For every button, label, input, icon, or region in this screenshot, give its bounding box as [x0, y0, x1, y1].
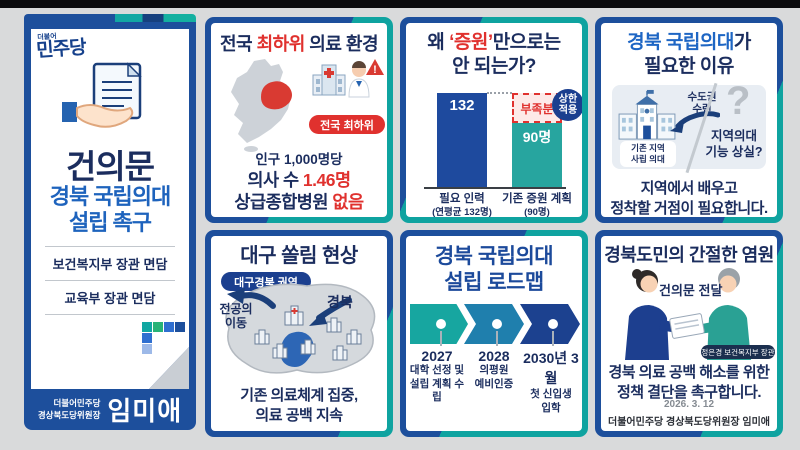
card4-message: 기존 의료체계 집중, 의료 공백 지속 [240, 387, 358, 424]
minister-badge: 정은경 보건복지부 장관 [701, 345, 775, 359]
worst-badge: 전국 최하위 [309, 115, 385, 134]
xlabel-needed: 필요 인력 (연평균 132명) [432, 193, 492, 217]
card6-title: 경북도민의 간절한 염원 [604, 245, 774, 265]
gap-dotted-line [487, 92, 512, 94]
pixel-square [164, 322, 174, 332]
pixel-square [175, 322, 185, 332]
card-roadmap: 경북 국립의대 설립 로드맵 2027 대학 선정 및 설립 계획 수립 2028 [400, 230, 588, 437]
document-hand-icon [62, 62, 142, 128]
card4-title: 대구 쏠림 현상 [240, 245, 358, 267]
left-panel: 더불어 민주당 건의문 경북 국립의대 설립 촉구 보건복지부 장관 면담 교육… [24, 22, 196, 430]
card5-title: 경북 국립의대 설립 로드맵 [434, 245, 554, 295]
petition-subtitle: 경북 국립의대 설립 촉구 [24, 184, 196, 237]
diagram-box: 기존 지역 사립 의대 수도권 수련 ? 지역의대 기능 상실? [612, 79, 766, 174]
divider [45, 314, 175, 315]
meeting-item-health: 보건복지부 장관 면담 [52, 257, 168, 272]
panel-top-strip [24, 14, 196, 23]
card-expansion-chart: 왜 ‘증원’만으로는 안 되는가? 132 부족분 90명 상한 적용 필요 인… [400, 17, 588, 223]
card-why-needed: 경북 국립의대가 필요한 이유 [595, 17, 783, 223]
roadmap-step-3: 2030년 3월 첫 신입생 입학 [523, 350, 579, 414]
card1-title: 전국 최하위 의료 환경 [219, 34, 379, 54]
curved-arrow-icon [670, 111, 720, 133]
card3-message: 지역에서 배우고 정착할 거점이 필요합니다. [610, 180, 768, 217]
petition-title: 건의문 [65, 148, 155, 185]
card1-stats: 인구 1,000명당 의사 수 1.46명 상급종합병원 없음 [234, 152, 364, 213]
date-label: 2026. 3. 12 [663, 399, 715, 410]
question-mark-icon: ? [726, 79, 751, 123]
top-black-bar [0, 0, 800, 8]
card3-title: 경북 국립의대가 필요한 이유 [627, 32, 751, 77]
panel-footer: 더불어민주당 경상북도당위원장 임미애 [24, 391, 196, 428]
handover-label: 건의문 전달 [659, 283, 723, 298]
pixel-square [142, 322, 152, 332]
credit-label: 더불어민주당 경상북도당위원장 임미애 [608, 417, 770, 428]
pixel-square [142, 344, 152, 354]
meeting-list: 보건복지부 장관 면담 교육부 장관 면담 [45, 246, 175, 315]
roadmap-step-2: 2028 의평원 예비인증 [474, 348, 514, 390]
divider [45, 280, 175, 281]
pixel-square [142, 333, 152, 343]
gyeongbuk-map-icon [225, 283, 376, 374]
card2-title: 왜 ‘증원’만으로는 안 되는가? [427, 32, 561, 77]
bar-needed: 132 [437, 93, 487, 187]
function-loss-label: 지역의대 기능 상실? [705, 129, 763, 159]
hospital-doctor-warning-icon: ! [312, 59, 384, 98]
bar-planned: 90명 [512, 123, 562, 187]
gyeongbuk-label: 경북 [327, 294, 353, 310]
party-logo-big: 민주당 [35, 37, 87, 62]
party-logo: 더불어 민주당 [35, 31, 87, 62]
xlabel-planned: 기존 증원 계획 (90명) [502, 193, 572, 217]
card-medical-environment: 전국 최하위 의료 환경 ! 전국 최하위 [205, 17, 393, 223]
card-daegu-concentration: 대구 쏠림 현상 대구경북 권역 [205, 230, 393, 437]
petition-subtitle-line2: 설립 촉구 [68, 210, 152, 236]
divider [45, 246, 175, 247]
petition-subtitle-line1: 경북 국립의대 [49, 184, 172, 209]
svg-text:!: ! [373, 64, 377, 76]
footer-org: 더불어민주당 경상북도당위원장 [37, 398, 101, 420]
meeting-item-education: 교육부 장관 면담 [64, 291, 156, 306]
pixel-square [153, 322, 163, 332]
chairperson-name: 임미애 [107, 396, 183, 426]
school-label: 기존 지역 사립 의대 [620, 141, 676, 168]
cap-applied-bubble: 상한 적용 [552, 89, 582, 126]
korea-map-icon [231, 59, 292, 152]
card6-message: 경북 의료 공백 해소를 위한 정책 결단을 촉구합니다. [608, 364, 770, 401]
residents-move-label: 전공의 이동 [219, 302, 253, 331]
card-earnest-wish: 경북도민의 간절한 염원 건의문 전달 정은경 [595, 230, 783, 437]
school-icon [618, 89, 676, 140]
chart-baseline [424, 187, 566, 189]
roadmap-step-1: 2027 대학 선정 및 설립 계획 수립 [409, 348, 465, 404]
